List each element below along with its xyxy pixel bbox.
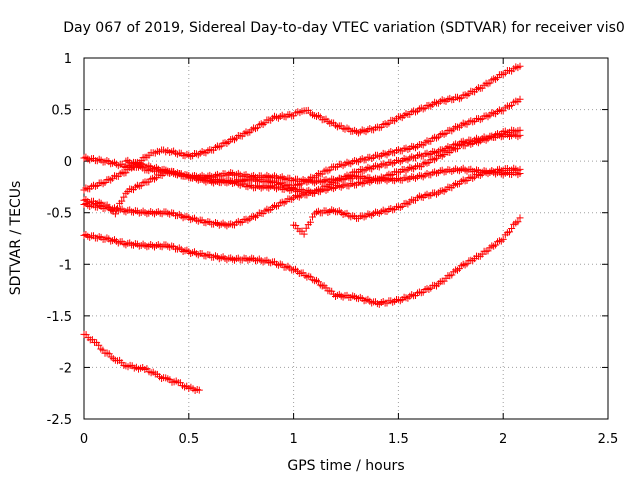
y-tick-label: -1.5 [47,310,72,325]
series-satellite-4 [80,130,524,230]
series-satellite-7 [290,164,524,238]
y-tick-label: 0.5 [51,104,72,119]
x-tick-label: 1.5 [388,432,409,447]
x-tick-label: 2 [499,432,507,447]
y-tick-label: -2.5 [47,413,72,428]
y-tick-label: 1 [64,52,72,67]
y-tick-label: -2 [59,361,72,376]
tick-labels: 0 0.5 1 1.5 2 2.5 1 0.5 0 -0.5 -1 -1.5 -2 -2.5 [47,52,619,447]
y-tick-label: 0 [64,155,72,170]
series-satellite-5 [122,126,524,197]
y-tick-label: -1 [59,258,72,273]
x-axis-label: GPS time / hours [287,458,404,474]
axis-ticks [83,57,609,420]
x-tick-label: 0.5 [178,432,199,447]
series-satellite-6 [80,214,524,308]
data-series [80,62,524,394]
x-tick-label: 2.5 [598,432,619,447]
y-axis-label: SDTVAR / TECUs [8,181,24,296]
series-satellite-1 [80,62,524,194]
gridlines [84,58,608,419]
x-tick-label: 0 [80,432,88,447]
x-tick-label: 1 [289,432,297,447]
plot-frame [83,57,609,420]
y-tick-label: -0.5 [47,207,72,222]
series-satellite-8 [80,330,203,394]
chart-title: Day 067 of 2019, Sidereal Day-to-day VTE… [63,20,625,36]
